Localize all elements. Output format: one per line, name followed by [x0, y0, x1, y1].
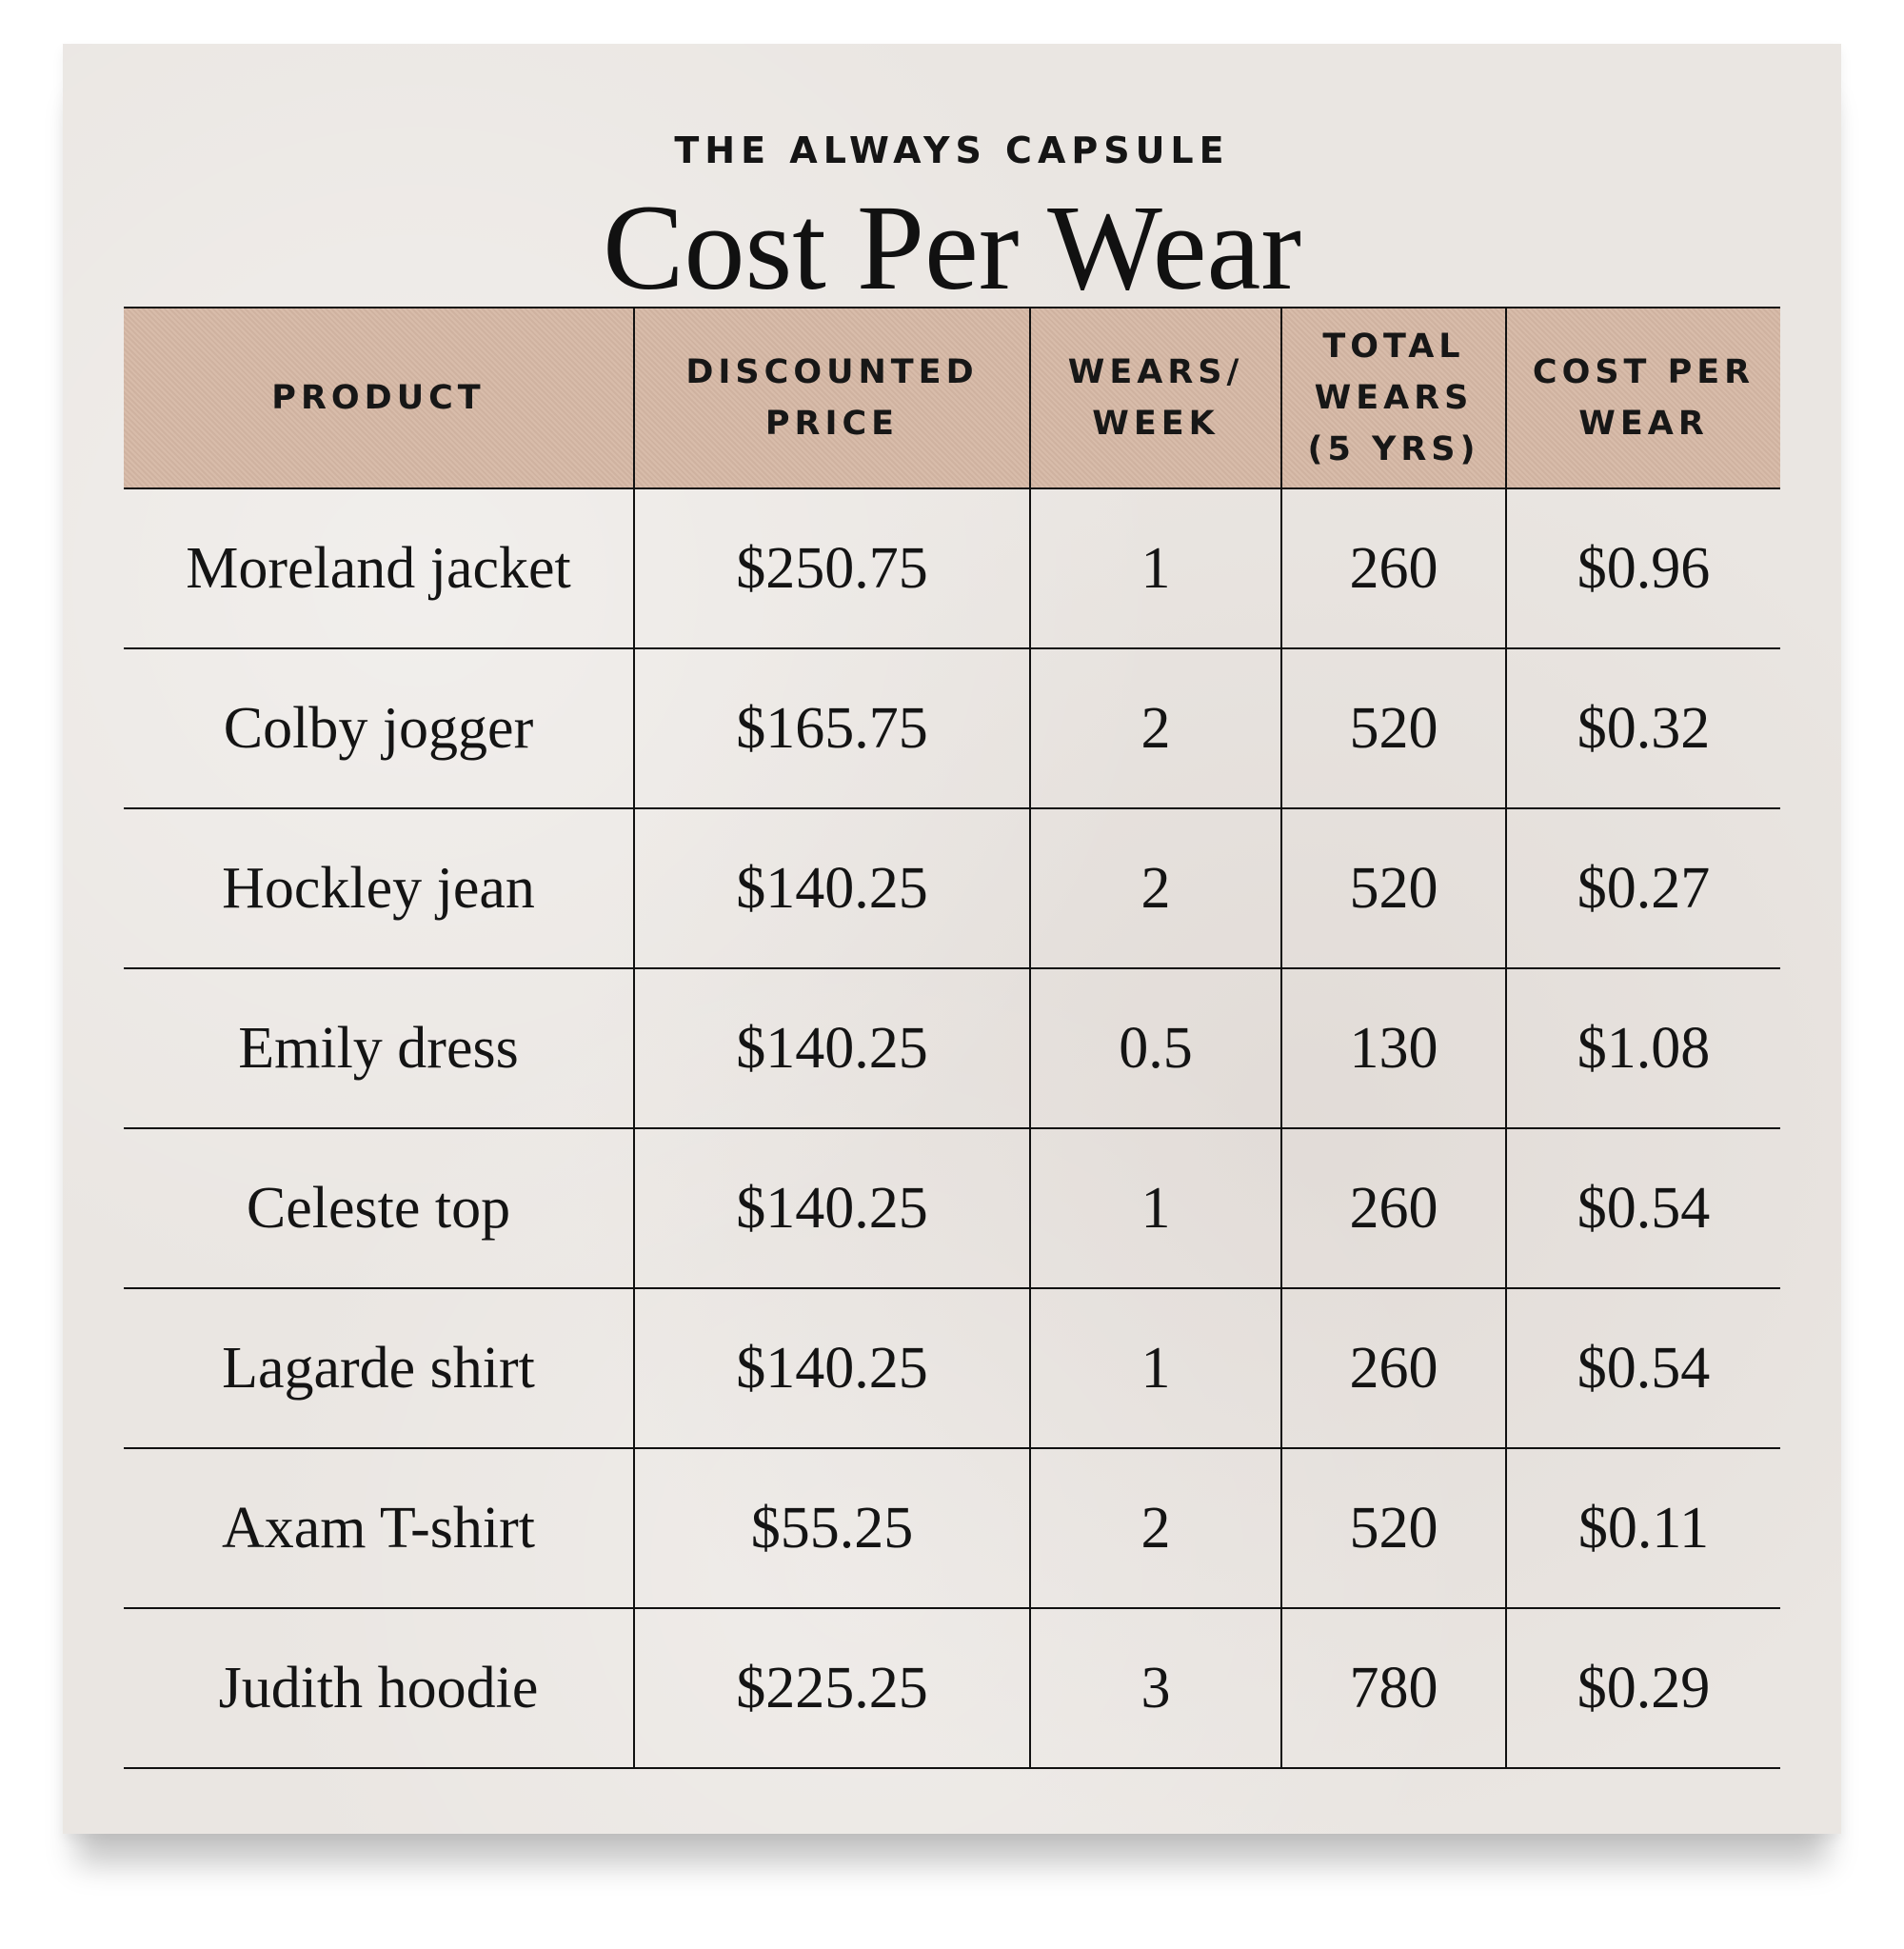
cell-cost-per-wear: $0.29 [1505, 1608, 1780, 1769]
cell-product: Judith hoodie [124, 1608, 634, 1769]
cell-discounted-price: $55.25 [633, 1448, 1030, 1609]
cell-cost-per-wear: $0.27 [1505, 808, 1780, 969]
table-row: Moreland jacket $250.75 1 260 $0.96 [124, 488, 1780, 649]
cell-wears-per-week: 2 [1029, 808, 1281, 969]
cell-wears-per-week: 1 [1029, 1288, 1281, 1449]
column-header-wears-per-week: WEARS/ WEEK [1029, 307, 1281, 489]
cell-total-wears: 260 [1280, 1128, 1506, 1289]
table-row: Celeste top $140.25 1 260 $0.54 [124, 1128, 1780, 1289]
cell-wears-per-week: 1 [1029, 1128, 1281, 1289]
cell-product: Moreland jacket [124, 488, 634, 649]
cell-cost-per-wear: $0.54 [1505, 1288, 1780, 1449]
cell-discounted-price: $140.25 [633, 1288, 1030, 1449]
column-header-product: PRODUCT [124, 307, 634, 489]
table-row: Hockley jean $140.25 2 520 $0.27 [124, 808, 1780, 969]
cell-discounted-price: $140.25 [633, 968, 1030, 1129]
eyebrow-label: THE ALWAYS CAPSULE [674, 129, 1230, 171]
cell-total-wears: 130 [1280, 968, 1506, 1129]
cell-total-wears: 780 [1280, 1608, 1506, 1769]
table-row: Colby jogger $165.75 2 520 $0.32 [124, 648, 1780, 809]
table-row: Axam T-shirt $55.25 2 520 $0.11 [124, 1448, 1780, 1609]
page-title: Cost Per Wear [603, 180, 1301, 315]
cell-discounted-price: $140.25 [633, 1128, 1030, 1289]
cell-product: Axam T-shirt [124, 1448, 634, 1609]
cell-total-wears: 260 [1280, 1288, 1506, 1449]
table-row: Judith hoodie $225.25 3 780 $0.29 [124, 1608, 1780, 1769]
cost-per-wear-table: PRODUCT DISCOUNTED PRICE WEARS/ WEEK TOT… [124, 307, 1780, 1769]
cell-product: Hockley jean [124, 808, 634, 969]
cell-wears-per-week: 3 [1029, 1608, 1281, 1769]
cell-total-wears: 520 [1280, 1448, 1506, 1609]
table-row: Emily dress $140.25 0.5 130 $1.08 [124, 968, 1780, 1129]
cell-wears-per-week: 2 [1029, 648, 1281, 809]
cell-cost-per-wear: $1.08 [1505, 968, 1780, 1129]
cell-cost-per-wear: $0.54 [1505, 1128, 1780, 1289]
cell-discounted-price: $250.75 [633, 488, 1030, 649]
cell-cost-per-wear: $0.32 [1505, 648, 1780, 809]
cell-total-wears: 520 [1280, 648, 1506, 809]
cell-discounted-price: $165.75 [633, 648, 1030, 809]
cell-product: Emily dress [124, 968, 634, 1129]
cell-discounted-price: $225.25 [633, 1608, 1030, 1769]
cell-product: Colby jogger [124, 648, 634, 809]
table-row: Lagarde shirt $140.25 1 260 $0.54 [124, 1288, 1780, 1449]
table-body: Moreland jacket $250.75 1 260 $0.96 Colby jog… [124, 488, 1780, 1769]
cell-wears-per-week: 0.5 [1029, 968, 1281, 1129]
cell-cost-per-wear: $0.96 [1505, 488, 1780, 649]
cell-product: Celeste top [124, 1128, 634, 1289]
cost-per-wear-card: THE ALWAYS CAPSULE Cost Per Wear PRODUCT… [63, 44, 1841, 1834]
cell-total-wears: 260 [1280, 488, 1506, 649]
cell-wears-per-week: 2 [1029, 1448, 1281, 1609]
column-header-discounted-price: DISCOUNTED PRICE [633, 307, 1030, 489]
cell-wears-per-week: 1 [1029, 488, 1281, 649]
cell-cost-per-wear: $0.11 [1505, 1448, 1780, 1609]
cell-product: Lagarde shirt [124, 1288, 634, 1449]
cell-discounted-price: $140.25 [633, 808, 1030, 969]
column-header-total-wears: TOTAL WEARS (5 YRS) [1280, 307, 1506, 489]
column-header-cost-per-wear: COST PER WEAR [1505, 307, 1780, 489]
cell-total-wears: 520 [1280, 808, 1506, 969]
header-row: PRODUCT DISCOUNTED PRICE WEARS/ WEEK TOT… [124, 307, 1780, 489]
